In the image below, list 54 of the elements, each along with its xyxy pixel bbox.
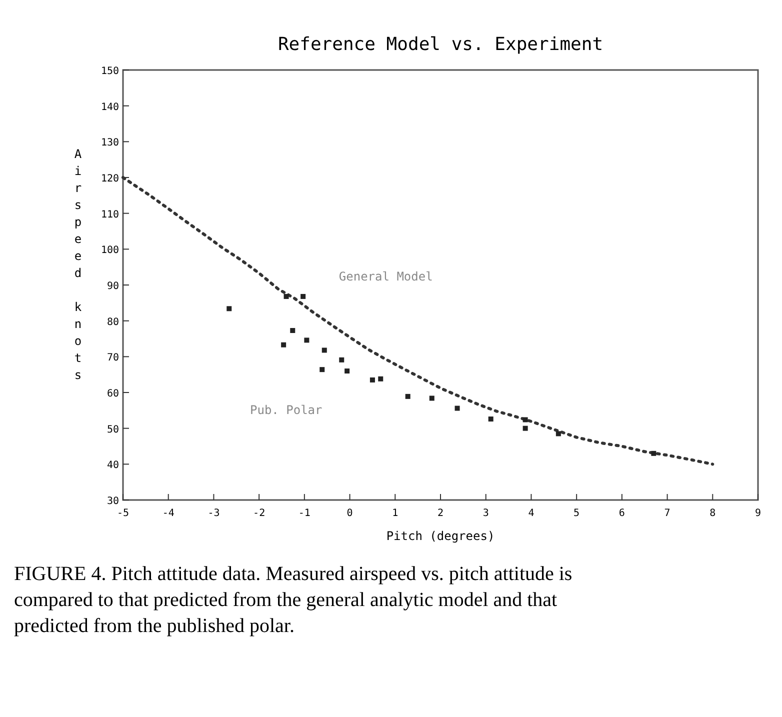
- point: [226, 306, 232, 312]
- y-tick-label: 30: [106, 496, 119, 507]
- y-tick-label: 60: [106, 388, 119, 400]
- point: [429, 396, 434, 401]
- point: [290, 328, 296, 334]
- annotation: Pub. Polar: [250, 403, 322, 417]
- point: [304, 338, 310, 343]
- x-tick-label: -3: [208, 508, 220, 519]
- x-tick-label: 0: [346, 508, 353, 519]
- point: [651, 450, 656, 456]
- point: [344, 368, 350, 374]
- x-tick-label: 5: [574, 508, 580, 519]
- y-tick-label: 140: [100, 102, 119, 113]
- y-tick-label: 130: [100, 138, 119, 149]
- point: [522, 426, 528, 431]
- x-tick-label: 9: [754, 508, 762, 519]
- point: [322, 348, 327, 353]
- point: [378, 376, 384, 382]
- x-tick-label: 8: [710, 508, 716, 519]
- point: [339, 357, 344, 362]
- x-tick-label: 3: [482, 508, 489, 519]
- y-tick-label: 90: [106, 281, 119, 292]
- x-tick-label: 6: [618, 508, 625, 519]
- chart-title: Reference Model vs. Experiment: [278, 34, 604, 55]
- x-tick-label: -5: [116, 508, 130, 519]
- x-tick-label: -4: [162, 508, 174, 519]
- annotation: General Model: [338, 270, 433, 284]
- point: [488, 416, 494, 422]
- x-tick-label: 4: [528, 508, 534, 519]
- x-axis-title: Pitch (degrees): [386, 529, 495, 543]
- y-tick-label: 40: [106, 460, 119, 472]
- x-tick-label: 7: [664, 508, 670, 519]
- x-tick-label: 1: [392, 508, 398, 519]
- x-tick-label: -1: [298, 508, 310, 519]
- point: [300, 294, 306, 299]
- x-tick-label: -2: [253, 508, 266, 519]
- point: [281, 342, 286, 348]
- y-tick-label: 50: [106, 424, 119, 436]
- point: [320, 367, 325, 372]
- point: [284, 294, 289, 299]
- y-tick-label: 70: [106, 352, 119, 364]
- point: [522, 417, 528, 422]
- point: [370, 377, 375, 382]
- point: [405, 394, 410, 399]
- text: Airspeed knots: [74, 147, 82, 382]
- y-tick-label: 100: [100, 245, 119, 256]
- y-tick-label: 150: [100, 66, 119, 77]
- y-tick-label: 110: [100, 209, 119, 220]
- y-tick-label: 80: [106, 316, 119, 328]
- point: [454, 406, 460, 411]
- y-tick-label: 120: [100, 174, 119, 184]
- point: [556, 431, 561, 436]
- x-tick-label: 2: [437, 508, 444, 519]
- caption: FIGURE 4. Pitch attitude data. Measured airspeed vs. pitch attitude is compared to that predicted from the general analytic model and that predicted from the published polar.: [14, 563, 572, 637]
